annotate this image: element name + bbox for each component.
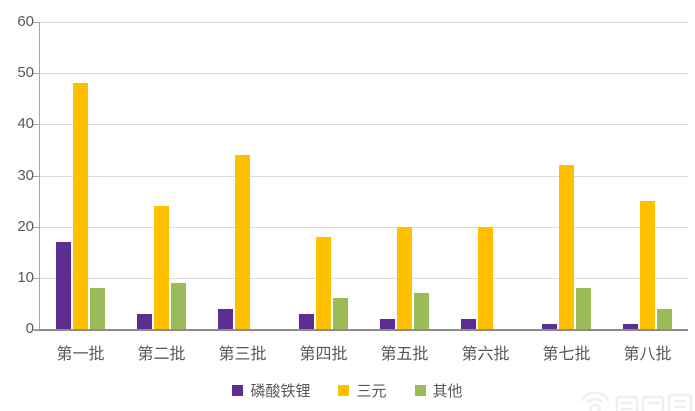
legend-item-lfp: 磷酸铁锂 [232,380,310,401]
bar-ternary-batch7 [559,165,574,329]
y-axis-label-10: 10 [17,268,34,286]
bar-lfp-batch2 [137,313,152,329]
y-axis-tick-20 [33,226,39,228]
gridline-50 [40,73,688,75]
y-axis-label-0: 0 [25,320,34,337]
watermark-logo [579,391,693,411]
y-axis-tick-50 [33,73,39,75]
y-axis-tick-0 [33,329,39,330]
legend-label-other: 其他 [432,383,463,400]
x-axis-label-batch1: 第一批 [56,346,105,363]
y-axis-label-20: 20 [17,217,34,235]
bar-ternary-batch1 [73,83,88,329]
bar-ternary-batch6 [478,226,493,329]
legend-swatch-ternary [338,385,350,396]
plot-area [40,22,688,329]
gridline-20 [40,226,688,228]
bar-other-batch8 [657,308,672,329]
x-axis-label-batch4: 第四批 [299,346,348,363]
bar-ternary-batch4 [316,236,331,329]
gridline-40 [40,124,688,126]
bar-other-batch1 [90,288,105,329]
x-axis-label-batch2: 第二批 [137,346,186,363]
bar-ternary-batch2 [154,206,169,329]
bar-ternary-batch8 [640,201,655,329]
legend-swatch-other [414,385,426,396]
y-axis-label-40: 40 [17,115,34,133]
y-axis-tick-30 [33,175,39,177]
bar-lfp-batch8 [623,323,638,329]
y-axis-label-50: 50 [17,64,34,82]
bar-lfp-batch1 [56,242,71,329]
legend-item-ternary: 三元 [338,380,387,401]
bar-lfp-batch5 [380,318,395,329]
bar-ternary-batch3 [235,155,250,329]
y-axis-tick-40 [33,124,39,126]
legend-label-ternary: 三元 [356,383,387,400]
y-axis-label-30: 30 [17,166,34,184]
legend-swatch-lfp [232,385,244,396]
bar-lfp-batch4 [299,313,314,329]
legend-label-lfp: 磷酸铁锂 [250,383,311,400]
y-axis-tick-10 [33,277,39,279]
x-axis-label-batch6: 第六批 [461,346,510,363]
x-axis-label-batch8: 第八批 [623,346,672,363]
bar-ternary-batch5 [397,226,412,329]
legend-item-other: 其他 [414,380,463,401]
x-axis-label-batch3: 第三批 [218,346,267,363]
gridline-30 [40,175,688,177]
x-axis-label-batch5: 第五批 [380,346,429,363]
x-axis-line [34,329,688,331]
bar-lfp-batch3 [218,308,233,329]
gridline-60 [40,22,688,23]
gridline-10 [40,277,688,279]
bar-lfp-batch6 [461,318,476,329]
bar-lfp-batch7 [542,323,557,329]
chart-legend: 磷酸铁锂 三元 其他 [0,380,695,401]
x-axis-label-batch7: 第七批 [542,346,591,363]
bar-other-batch5 [414,293,429,329]
y-axis-tick-60 [33,22,39,23]
y-axis-label-60: 60 [17,13,34,30]
bar-other-batch7 [576,288,591,329]
bar-other-batch4 [333,298,348,329]
bar-other-batch2 [171,282,186,329]
y-axis-line [39,22,40,329]
